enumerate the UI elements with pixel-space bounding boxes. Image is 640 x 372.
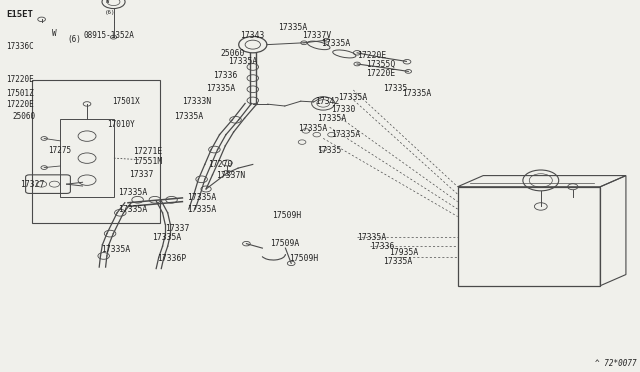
Text: 17335A: 17335A [383,257,412,266]
Text: (6): (6) [105,10,116,15]
Text: 17336: 17336 [370,242,394,251]
Text: 17335A: 17335A [402,89,431,98]
Text: 17335A: 17335A [338,93,367,102]
Text: 17337V: 17337V [302,31,332,40]
Text: 17335A: 17335A [298,124,327,133]
Text: 17335A: 17335A [187,205,216,214]
Text: 17220E: 17220E [6,76,34,84]
Text: 17342: 17342 [315,97,339,106]
Text: 17335A: 17335A [357,233,387,242]
Text: 17509H: 17509H [289,254,319,263]
Text: 17501Z: 17501Z [6,89,34,98]
Text: 17551M: 17551M [133,157,163,166]
Text: 17335A: 17335A [174,112,204,121]
Text: ^ 72*0077: ^ 72*0077 [595,359,637,368]
Bar [60,119,114,198]
Text: 17336: 17336 [213,71,237,80]
Text: 17330: 17330 [332,105,356,114]
Text: 08915-1352A: 08915-1352A [83,31,134,40]
Text: 17509H: 17509H [272,211,301,219]
Text: 17220E: 17220E [6,100,34,109]
Text: W: W [106,0,109,4]
Text: 17336C: 17336C [6,42,34,51]
Text: 17271E: 17271E [133,147,163,156]
Text: 17335A: 17335A [332,130,361,139]
Text: 17270: 17270 [208,160,232,169]
Text: 17275: 17275 [48,146,71,155]
Text: 17335A: 17335A [118,188,148,197]
Text: 17010Y: 17010Y [108,120,135,129]
Text: 17335A: 17335A [278,23,308,32]
Text: 17337: 17337 [165,224,189,233]
Text: 17335A: 17335A [228,57,258,66]
Text: 17935A: 17935A [389,248,419,257]
Text: 17335A: 17335A [118,205,148,214]
Text: 17220E: 17220E [357,51,387,60]
Text: (6): (6) [67,35,81,44]
Text: 17220E: 17220E [366,69,396,78]
Text: 17343: 17343 [240,31,264,40]
Text: 17335A: 17335A [152,233,182,242]
Text: 25060: 25060 [221,49,245,58]
Text: 17355Q: 17355Q [366,60,396,68]
Text: 17335A: 17335A [101,246,131,254]
Text: 17509A: 17509A [270,239,300,248]
Text: 17501X: 17501X [112,97,140,106]
Text: 17335: 17335 [383,84,407,93]
Text: W: W [52,29,57,38]
Text: 25060: 25060 [13,112,36,121]
Text: 17327: 17327 [20,180,45,189]
Bar [32,80,160,223]
Text: 17337: 17337 [129,170,154,179]
Text: 17335A: 17335A [206,84,236,93]
Text: 17337N: 17337N [216,171,246,180]
Text: E15ET: E15ET [6,10,33,19]
Text: 17335A: 17335A [321,39,351,48]
Text: 17335A: 17335A [317,114,347,123]
Text: 17335: 17335 [317,146,341,155]
Text: 17333N: 17333N [182,97,212,106]
Text: 17336P: 17336P [157,254,186,263]
Text: 17335A: 17335A [187,193,216,202]
